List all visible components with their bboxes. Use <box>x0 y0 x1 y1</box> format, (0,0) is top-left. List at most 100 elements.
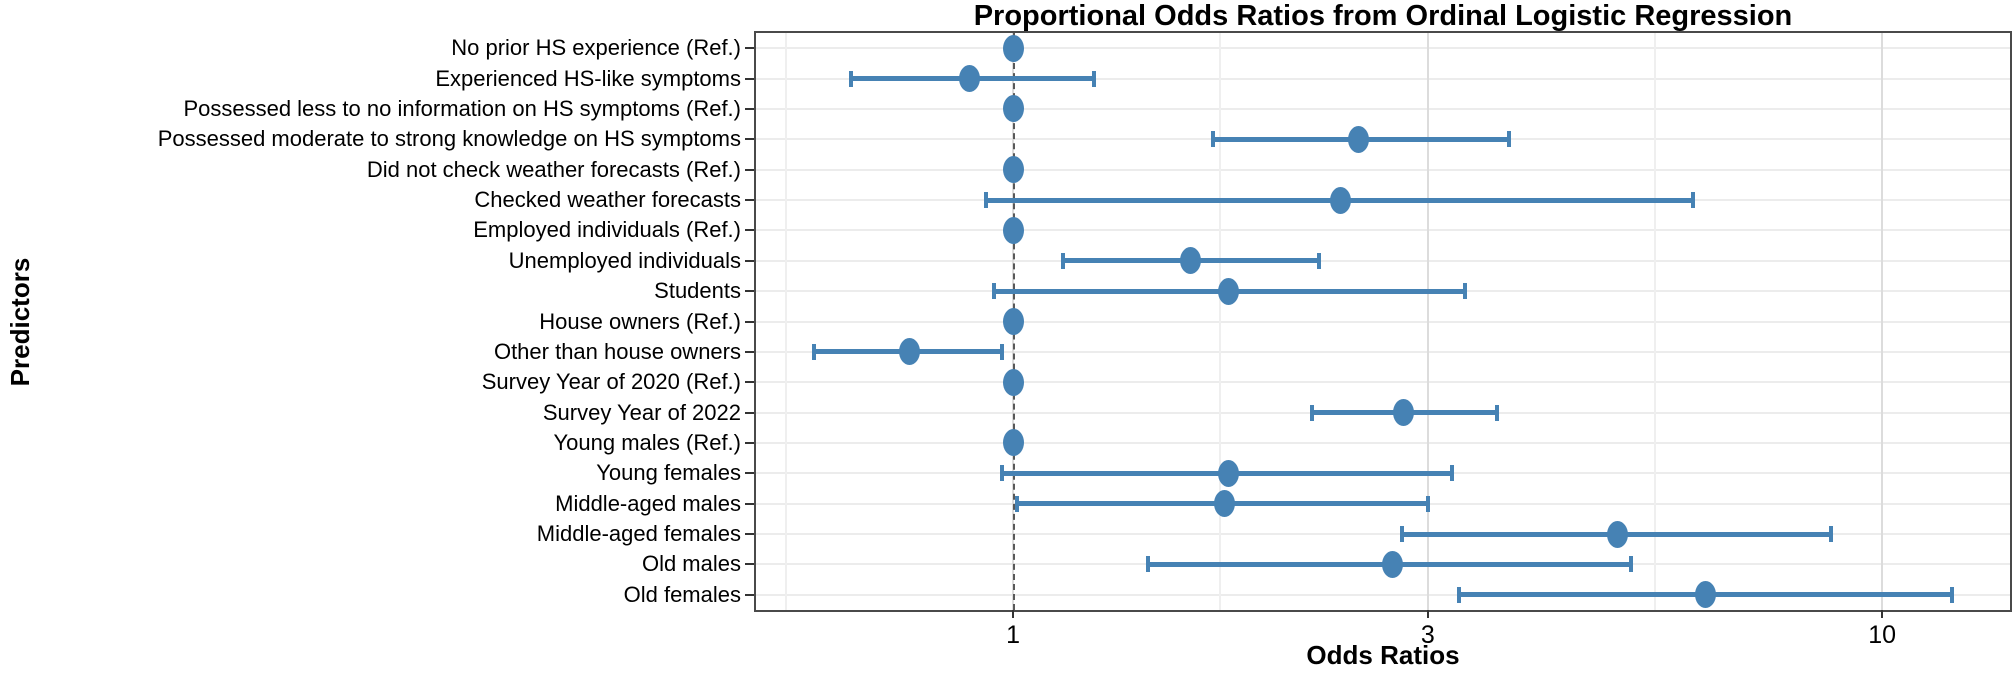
y-axis-tick <box>745 47 754 50</box>
ci-cap-right <box>1317 252 1322 269</box>
gridline-horizontal <box>756 77 2010 80</box>
gridline-horizontal <box>756 381 2010 384</box>
odds-ratio-point <box>1348 125 1370 153</box>
y-axis-tick <box>745 533 754 536</box>
odds-ratio-point <box>1002 216 1024 244</box>
odds-ratio-point <box>1381 550 1403 578</box>
y-axis-tick <box>745 199 754 202</box>
odds-ratio-point <box>958 65 980 93</box>
y-axis-label: Other than house owners <box>493 338 741 364</box>
y-axis-tick <box>745 107 754 110</box>
ci-cap-left <box>1457 586 1462 603</box>
ci-cap-left <box>1399 526 1404 543</box>
gridline-major <box>1881 33 1884 610</box>
odds-ratio-point <box>1329 186 1351 214</box>
y-axis-tick <box>745 593 754 596</box>
y-axis-label: Unemployed individuals <box>508 247 741 273</box>
ci-cap-left <box>983 192 988 209</box>
gridline-horizontal <box>756 593 2010 596</box>
y-axis-tick <box>745 350 754 353</box>
gridline-minor <box>785 33 788 610</box>
y-axis-label: Survey Year of 2020 (Ref.) <box>481 369 741 395</box>
y-axis-label: Checked weather forecasts <box>474 187 741 213</box>
y-axis-tick <box>745 411 754 414</box>
y-axis-label: Experienced HS-like symptoms <box>435 65 741 91</box>
y-axis-label: Possessed less to no information on HS s… <box>183 95 741 121</box>
y-axis-label: Old females <box>623 581 741 607</box>
odds-ratio-point <box>1218 277 1240 305</box>
gridline-horizontal <box>756 168 2010 171</box>
ci-cap-left <box>999 465 1004 482</box>
odds-ratio-point <box>1002 308 1024 335</box>
ci-cap-right <box>1425 495 1430 512</box>
y-axis-label: No prior HS experience (Ref.) <box>451 35 741 61</box>
y-axis-label: Middle-aged males <box>555 490 741 516</box>
gridline-minor <box>1219 33 1222 610</box>
x-axis-title: Odds Ratios <box>1306 640 1460 670</box>
ci-cap-right <box>1092 70 1097 87</box>
ci-cap-left <box>811 343 816 360</box>
ci-cap-right <box>1462 283 1467 300</box>
y-axis-tick <box>745 320 754 323</box>
odds-ratio-point <box>1694 581 1716 609</box>
ci-cap-right <box>1829 526 1834 543</box>
gridline-horizontal <box>756 320 2010 323</box>
y-axis-tick <box>745 290 754 293</box>
y-axis-label: House owners (Ref.) <box>539 308 741 334</box>
ci-cap-right <box>1628 556 1633 573</box>
y-axis-tick <box>745 563 754 566</box>
odds-ratio-point <box>1218 459 1240 487</box>
chart-title: Proportional Odds Ratios from Ordinal Lo… <box>973 0 1793 32</box>
x-axis-tick-label: 3 <box>1420 621 1435 649</box>
y-axis-label: Employed individuals (Ref.) <box>473 217 741 243</box>
gridline-horizontal <box>756 47 2010 50</box>
x-axis-tick <box>1012 610 1015 618</box>
y-axis-tick <box>745 77 754 80</box>
y-axis-label: Young males (Ref.) <box>553 429 741 455</box>
y-axis-label: Students <box>654 278 741 304</box>
odds-ratio-point <box>1180 247 1201 275</box>
odds-ratio-point <box>1002 34 1024 62</box>
odds-ratio-point <box>1002 429 1024 457</box>
y-axis-label: Old males <box>641 551 741 577</box>
gridline-horizontal <box>756 533 2010 536</box>
odds-ratio-point <box>1002 156 1024 184</box>
ci-cap-right <box>1691 192 1696 209</box>
gridline-horizontal <box>756 441 2010 444</box>
y-axis-label: Did not check weather forecasts (Ref.) <box>366 156 741 182</box>
ci-cap-left <box>1060 252 1065 269</box>
ci-cap-right <box>1949 586 1954 603</box>
y-axis-tick <box>745 502 754 505</box>
x-axis-tick-label: 1 <box>1006 621 1021 649</box>
ci-cap-left <box>1211 131 1216 148</box>
gridline-horizontal <box>756 107 2010 110</box>
y-axis-tick <box>745 381 754 384</box>
x-axis-tick-label: 10 <box>1868 621 1897 649</box>
ci-cap-right <box>999 343 1004 360</box>
odds-ratio-point <box>1002 368 1024 396</box>
ci-cap-right <box>1506 131 1511 148</box>
y-axis-tick <box>745 229 754 232</box>
odds-ratio-point <box>1392 399 1414 427</box>
ci-cap-left <box>1310 404 1315 421</box>
y-axis-tick <box>745 259 754 262</box>
y-axis-tick <box>745 138 754 141</box>
y-axis-tick <box>745 168 754 171</box>
odds-ratio-point <box>1607 520 1629 548</box>
gridline-horizontal <box>756 259 2010 262</box>
ci-cap-left <box>1014 495 1019 512</box>
ci-cap-right <box>1450 465 1455 482</box>
y-axis-label: Young females <box>596 460 741 486</box>
y-axis-tick <box>745 472 754 475</box>
odds-ratio-point <box>899 338 921 366</box>
odds-ratio-point <box>1002 95 1024 123</box>
plot-panel <box>754 31 2012 612</box>
x-axis-tick <box>1881 610 1884 618</box>
y-axis-label: Survey Year of 2022 <box>542 399 741 425</box>
y-axis-label: Possessed moderate to strong knowledge o… <box>157 126 741 152</box>
ci-cap-left <box>848 70 853 87</box>
y-axis-label: Middle-aged females <box>536 521 741 547</box>
odds-ratio-point <box>1213 490 1235 518</box>
y-axis-tick <box>745 441 754 444</box>
